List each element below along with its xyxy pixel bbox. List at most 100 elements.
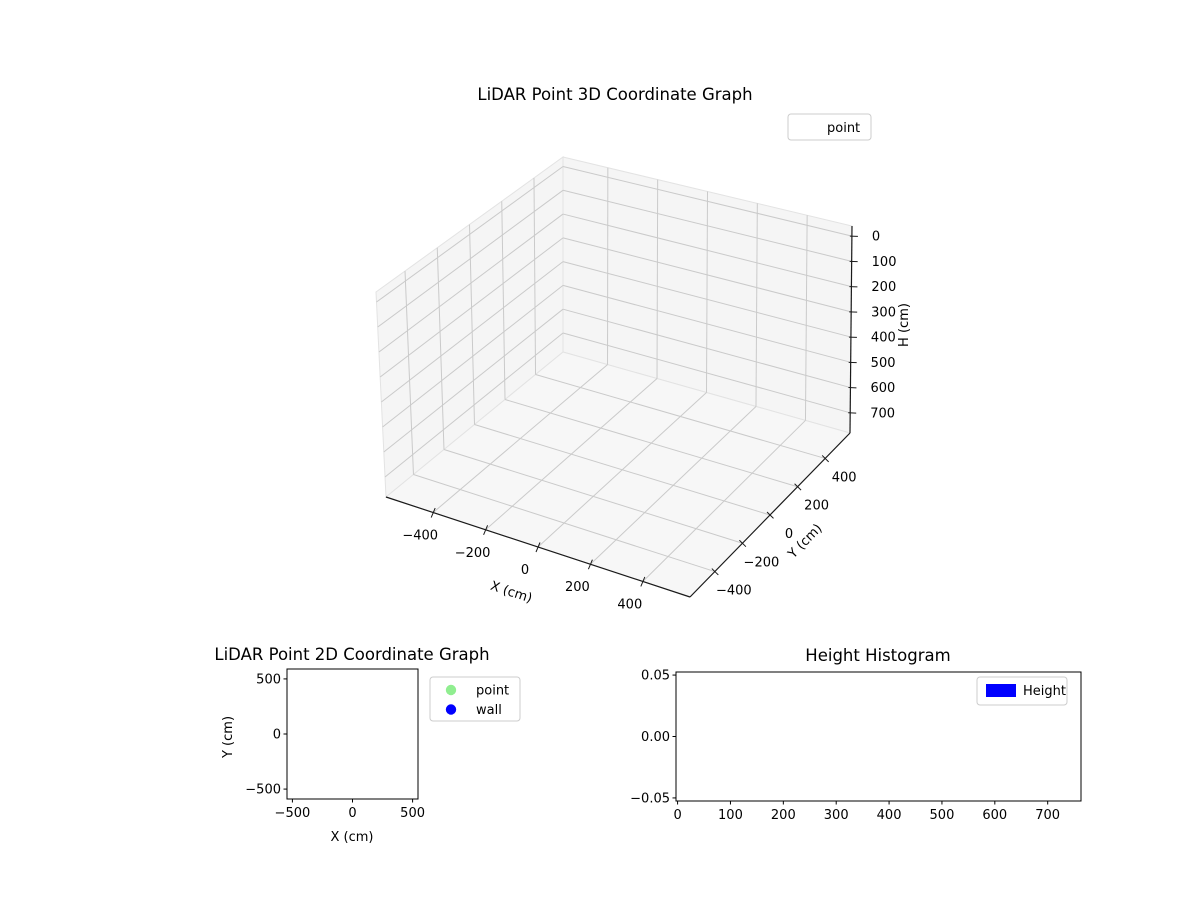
3d-gridline-h-left — [377, 189, 564, 328]
plot-2d-ticks: −500 0 500 500 0 −500 — [245, 672, 425, 821]
legend-marker-point — [445, 684, 457, 696]
3d-z-tick-label: 600 — [870, 381, 895, 396]
plot-2d-x-axis-label: X (cm) — [331, 830, 374, 845]
3d-gridline-h-right — [562, 189, 852, 262]
plot-histogram-ticks: 0 100 200 300 400 500 600 700 0.05 0.00 −0.05 — [630, 669, 1060, 823]
x-tick-label: 700 — [1035, 808, 1060, 823]
3d-z-tick-label: 500 — [871, 356, 896, 371]
y-tick-label: −500 — [245, 783, 281, 798]
3d-z-tick-label: 0 — [872, 230, 880, 245]
3d-y-tick-label: 400 — [832, 470, 857, 485]
plot-3d: LiDAR Point 3D Coordinate Graph −400 −200… — [375, 85, 912, 612]
x-tick-label: −500 — [275, 806, 311, 821]
plot-2d-title: LiDAR Point 2D Coordinate Graph — [214, 645, 489, 664]
plot-2d-y-axis-label: Y (cm) — [221, 716, 236, 759]
3d-gridline-h-left — [379, 237, 564, 378]
3d-gridline-x-floor — [590, 406, 757, 565]
y-tick-label: 0.00 — [641, 730, 670, 745]
3d-gridline-x-floor — [537, 392, 707, 548]
plot-histogram-legend: Height — [976, 676, 1068, 706]
x-tick-label: 100 — [718, 808, 743, 823]
3d-gridline-h-left — [378, 213, 564, 353]
3d-z-tick-label: 200 — [871, 280, 896, 295]
3d-y-tick-label: 0 — [785, 527, 793, 542]
3d-gridline-h-left — [384, 332, 564, 478]
3d-gridline-h-right — [562, 284, 851, 363]
3d-gridline-y-wall — [469, 224, 475, 425]
plot-histogram: Height Histogram 0 100 200 300 400 500 600 7000… — [630, 646, 1082, 823]
3d-y-tick-label: −200 — [744, 555, 780, 570]
plot-3d-axes: −400−2000200400−400−20002004000100200300… — [375, 156, 897, 612]
plot-3d-title: LiDAR Point 3D Coordinate Graph — [477, 85, 752, 104]
3d-gridline-h-left — [376, 166, 564, 303]
3d-gridline-y-wall — [436, 247, 445, 450]
3d-gridline-x-wall — [706, 191, 708, 393]
x-tick-label: 0 — [348, 806, 356, 821]
3d-gridline-h-right — [562, 166, 853, 237]
3d-z-axis-line — [849, 225, 853, 434]
3d-z-tick-label: 400 — [871, 331, 896, 346]
3d-y-tick-mark — [821, 455, 830, 463]
plot-3d-legend: point — [787, 113, 872, 141]
legend-label-wall: wall — [476, 703, 502, 718]
3d-z-tick-label: 300 — [871, 305, 896, 320]
x-tick-label: 200 — [771, 808, 796, 823]
3d-gridline-y-wall — [501, 201, 506, 400]
legend-frame — [787, 113, 872, 141]
x-tick-label: 500 — [400, 806, 425, 821]
plot-2d-legend: point wall — [429, 676, 521, 722]
3d-gridline-x-wall — [804, 215, 808, 421]
3d-gridline-h-right — [562, 308, 851, 389]
3d-x-tick-mark — [430, 507, 436, 518]
3d-gridline-x-wall — [755, 203, 758, 407]
3d-y-tick-mark — [794, 483, 802, 491]
3d-x-tick-mark — [640, 576, 646, 587]
x-tick-label: 0 — [673, 808, 681, 823]
3d-gridline-h-right — [562, 237, 852, 313]
3d-gridline-h-right — [562, 261, 852, 338]
y-tick-label: 500 — [256, 672, 281, 687]
legend-label-height: Height — [1023, 684, 1066, 699]
3d-x-tick-label: −400 — [402, 529, 438, 544]
3d-y-tick-mark — [739, 539, 747, 548]
3d-x-tick-mark — [535, 542, 541, 553]
3d-x-tick-label: 400 — [617, 597, 642, 612]
3d-x-tick-label: 0 — [521, 563, 529, 578]
legend-label-point: point — [476, 684, 509, 699]
x-tick-label: 500 — [930, 808, 955, 823]
y-tick-label: 0.05 — [641, 669, 670, 684]
3d-gridline-x-floor — [642, 420, 806, 582]
plot-histogram-title: Height Histogram — [805, 646, 950, 665]
3d-gridline-x-floor — [432, 364, 608, 513]
3d-gridline-h-right — [562, 332, 851, 414]
3d-x-tick-label: −200 — [455, 546, 491, 561]
legend-swatch-height — [986, 684, 1016, 697]
3d-gridline-h-left — [382, 285, 564, 428]
3d-x-tick-mark — [587, 559, 593, 570]
3d-gridline-h-right — [562, 213, 852, 288]
3d-gridline-h-left — [383, 308, 564, 453]
plot-2d: LiDAR Point 2D Coordinate Graph −500 0 500… — [214, 645, 521, 845]
plot-3d-x-axis-label: X (cm) — [488, 579, 534, 607]
3d-gridline-x-floor — [485, 378, 658, 531]
y-tick-label: −0.05 — [630, 791, 670, 806]
y-tick-label: 0 — [273, 728, 281, 743]
3d-y-tick-label: 200 — [804, 499, 829, 514]
3d-x-tick-label: 200 — [565, 580, 590, 595]
x-tick-label: 600 — [982, 808, 1007, 823]
3d-gridline-h-left — [381, 261, 564, 403]
x-tick-label: 400 — [877, 808, 902, 823]
plot-3d-z-axis-label: H (cm) — [897, 303, 912, 347]
3d-x-tick-mark — [483, 525, 489, 535]
legend-label-point: point — [827, 121, 860, 136]
plot-2d-axes-box — [286, 668, 419, 800]
3d-gridline-y-wall — [533, 177, 537, 375]
3d-gridline-x-wall — [656, 179, 659, 379]
3d-z-tick-label: 100 — [872, 255, 897, 270]
x-tick-label: 300 — [824, 808, 849, 823]
3d-y-tick-label: −400 — [716, 584, 752, 599]
3d-y-tick-mark — [711, 568, 719, 576]
legend-marker-wall — [445, 704, 457, 715]
3d-y-tick-mark — [766, 511, 774, 519]
